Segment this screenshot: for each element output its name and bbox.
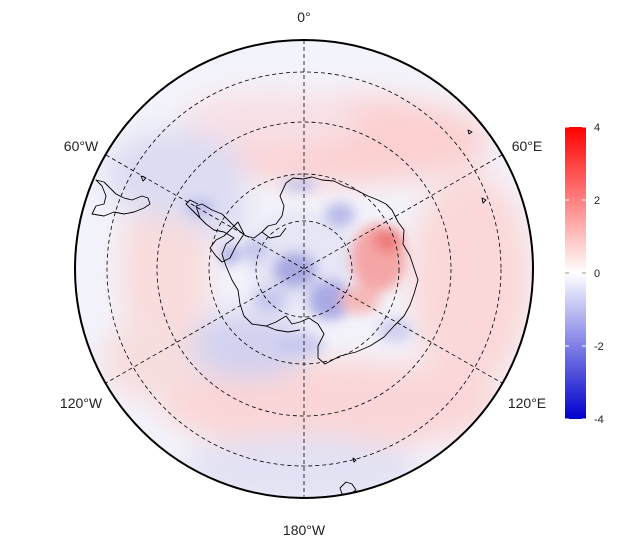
- label-120e: 120°E: [508, 395, 546, 411]
- label-60w: 60°W: [64, 138, 99, 154]
- label-60e: 60°E: [512, 138, 543, 154]
- colorbar-tick-label: 4: [594, 122, 600, 134]
- label-120w: 120°W: [60, 395, 103, 411]
- colorbar-ticks: [565, 126, 586, 420]
- graticule: [105, 40, 503, 498]
- colorbar-tick-label: 2: [594, 195, 600, 207]
- colorbar: 4 2 0 -2 -4: [565, 122, 604, 426]
- colorbar-tick-label: -2: [594, 341, 604, 353]
- label-0: 0°: [297, 9, 310, 25]
- map-boundary: [74, 39, 534, 499]
- colorbar-gradient: [565, 127, 586, 419]
- label-180w: 180°W: [283, 522, 326, 538]
- colorbar-tick-label: -4: [594, 414, 604, 426]
- colorbar-tick-label: 0: [594, 268, 600, 280]
- anomaly-field: [75, 40, 533, 498]
